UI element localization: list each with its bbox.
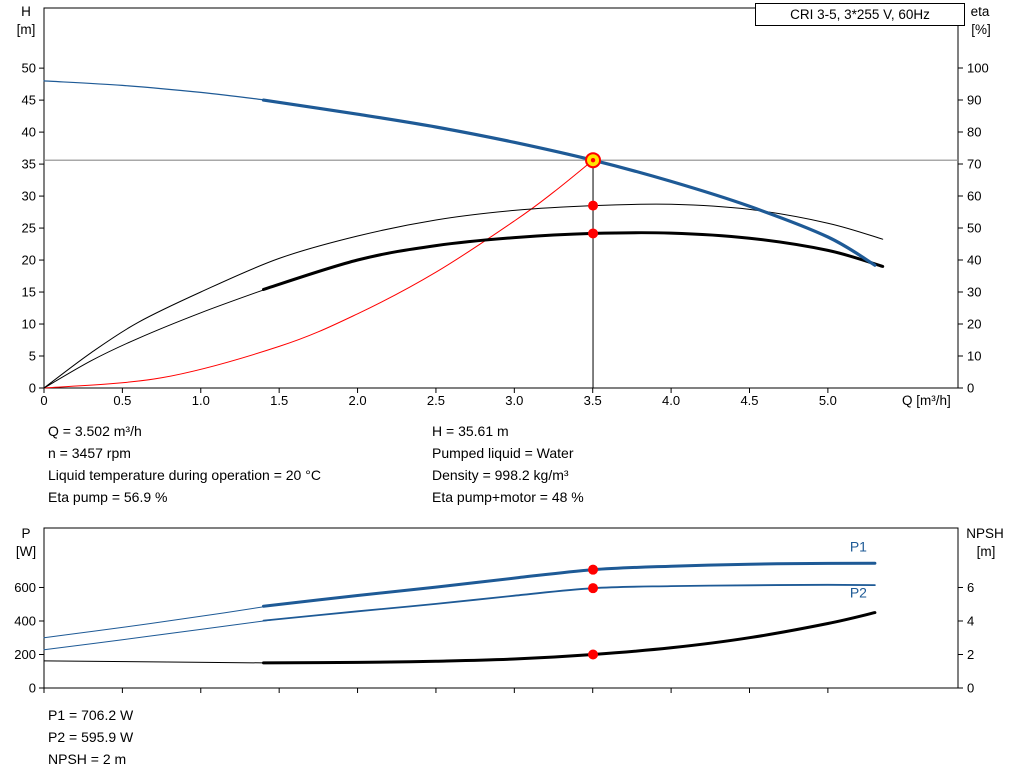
- head-curve: [261, 98, 877, 267]
- y-left-tick-label: 50: [22, 61, 36, 76]
- p-axis-unit: [W]: [16, 544, 36, 559]
- y-right-tick-label: 30: [967, 285, 981, 300]
- x-tick-label: 3.5: [584, 393, 602, 408]
- y-right-tick-label: 100: [967, 61, 989, 76]
- x-tick-label: 5.0: [819, 393, 837, 408]
- npsh-axis-unit: [m]: [977, 544, 996, 559]
- info-flow: Q = 3.502 m³/h: [48, 423, 142, 439]
- x-tick-label: 4.0: [662, 393, 680, 408]
- y-right-tick-label: 50: [967, 221, 981, 236]
- p2-point: [588, 583, 599, 594]
- y-left-tick-label: 200: [14, 647, 36, 662]
- y-left-tick-label: 40: [22, 125, 36, 140]
- eta-pump-motor-curve: [262, 231, 885, 291]
- q-axis-title: Q [m³/h]: [902, 393, 951, 408]
- y-right-tick-label: 0: [967, 681, 974, 696]
- y-left-tick-label: 5: [29, 349, 36, 364]
- info-eta-pump: Eta pump = 56.9 %: [48, 489, 168, 505]
- eta-pump-motor-curve-ext: [43, 288, 268, 389]
- h-axis-unit: [m]: [17, 22, 36, 37]
- npsh-curve: [262, 611, 877, 665]
- series-label-p2: P2: [850, 585, 867, 601]
- y-left-tick-label: 45: [22, 93, 36, 108]
- pump-title-box: CRI 3-5, 3*255 V, 60Hz: [755, 3, 965, 26]
- system-curve: [43, 159, 594, 389]
- eta-axis-title: eta: [971, 4, 990, 19]
- info-liquid-temperature: Liquid temperature during operation = 20…: [48, 467, 321, 483]
- y-left-tick-label: 30: [22, 189, 36, 204]
- y-left-tick-label: 10: [22, 317, 36, 332]
- info-pumped-liquid: Pumped liquid = Water: [432, 445, 574, 461]
- y-right-tick-label: 0: [967, 381, 974, 396]
- npsh-point: [588, 649, 599, 660]
- p1-point: [588, 564, 599, 575]
- x-tick-label: 0: [40, 393, 47, 408]
- y-right-tick-label: 20: [967, 317, 981, 332]
- eta-pump-point: [588, 200, 599, 211]
- h-axis-title: H: [21, 4, 31, 19]
- p2-curve: [262, 583, 876, 622]
- p1-curve-ext: [43, 605, 272, 639]
- y-right-tick-label: 70: [967, 157, 981, 172]
- y-right-tick-label: 4: [967, 613, 974, 628]
- p-axis-title: P: [21, 526, 30, 541]
- x-tick-label: 2.5: [427, 393, 445, 408]
- y-right-tick-label: 90: [967, 93, 981, 108]
- hq-eta-chart: 0 0.5 1.0 1.5 2.0 2.5 3.0 3.5 4.0 4.5 5.0 0 5 10 15 20 2…: [22, 7, 989, 408]
- head-curve-ext: [43, 80, 272, 102]
- info-density: Density = 998.2 kg/m³: [432, 467, 569, 483]
- info-speed: n = 3457 rpm: [48, 445, 131, 461]
- power-npsh-chart: 0 200 400 600 0 2 4 6 P1 P2: [14, 527, 974, 696]
- info-head: H = 35.61 m: [432, 423, 509, 439]
- y-left-tick-label: 25: [22, 221, 36, 236]
- duty-info-right: H = 35.61 m Pumped liquid = Water Densit…: [432, 420, 584, 508]
- y-right-tick-label: 40: [967, 253, 981, 268]
- info-p2: P2 = 595.9 W: [48, 729, 134, 745]
- plot-frame: [43, 527, 959, 689]
- series-label-p1: P1: [850, 538, 867, 554]
- eta-pump-curve: [43, 203, 884, 389]
- y-left-tick-label: 15: [22, 285, 36, 300]
- p2-curve-ext: [43, 619, 272, 651]
- duty-point-center: [590, 157, 596, 163]
- npsh-curve-ext: [43, 660, 264, 664]
- y-left-tick-label: 20: [22, 253, 36, 268]
- x-tick-label: 3.0: [505, 393, 523, 408]
- info-eta-pump-motor: Eta pump+motor = 48 %: [432, 489, 584, 505]
- y-left-tick-label: 35: [22, 157, 36, 172]
- y-left-tick-label: 400: [14, 613, 36, 628]
- power-info: P1 = 706.2 W P2 = 595.9 W NPSH = 2 m: [48, 704, 133, 770]
- info-p1: P1 = 706.2 W: [48, 707, 134, 723]
- y-left-tick-label: 0: [29, 681, 36, 696]
- y-right-tick-label: 60: [967, 189, 981, 204]
- eta-pump-motor-point: [588, 228, 599, 239]
- y-right-tick-label: 2: [967, 647, 974, 662]
- info-npsh: NPSH = 2 m: [48, 751, 127, 767]
- eta-axis-unit: [%]: [971, 22, 991, 37]
- y-left-tick-label: 0: [29, 381, 36, 396]
- x-tick-label: 0.5: [113, 393, 131, 408]
- y-left-tick-label: 600: [14, 580, 36, 595]
- duty-info-left: Q = 3.502 m³/h n = 3457 rpm Liquid tempe…: [48, 420, 321, 508]
- x-tick-label: 4.5: [740, 393, 758, 408]
- y-right-tick-label: 6: [967, 580, 974, 595]
- x-tick-label: 1.0: [192, 393, 210, 408]
- npsh-axis-title: NPSH: [966, 526, 1004, 541]
- plot-frame: [43, 7, 959, 389]
- y-right-tick-label: 10: [967, 349, 981, 364]
- x-tick-label: 2.0: [349, 393, 367, 408]
- x-tick-label: 1.5: [270, 393, 288, 408]
- y-right-tick-label: 80: [967, 125, 981, 140]
